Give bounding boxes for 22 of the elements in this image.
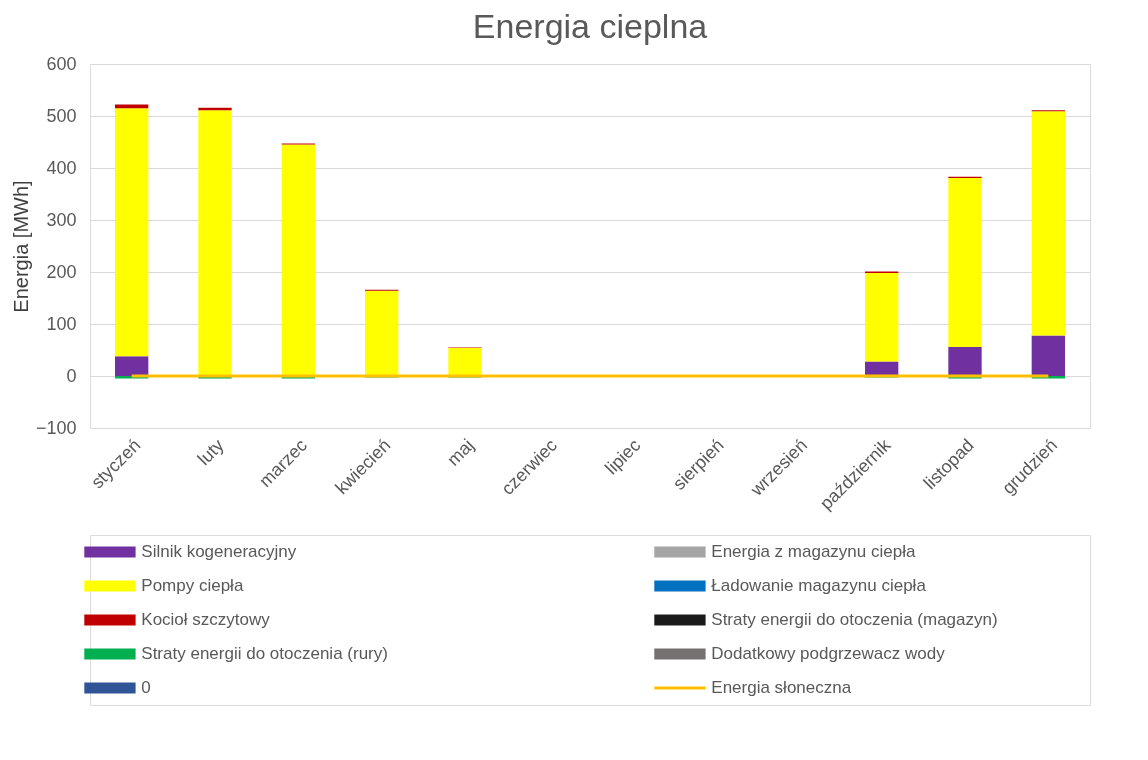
legend-label: Pompy ciepła (141, 576, 244, 595)
y-tick-label: 600 (46, 53, 77, 74)
legend-label: Straty energii do otoczenia (magazyn) (711, 610, 998, 629)
legend-label: Energia słoneczna (711, 678, 852, 697)
x-tick-label: luty (193, 435, 228, 470)
legend-label: Dodatkowy podgrzewacz wody (711, 644, 946, 663)
legend-label: Kocioł szczytowy (141, 610, 271, 629)
y-axis-title: Energia [MWh] (9, 180, 32, 313)
y-tick-label: 0 (66, 365, 77, 386)
x-tick-label: maj (443, 435, 478, 470)
legend-label: Ładowanie magazynu ciepła (711, 576, 927, 595)
y-tick-label: 500 (46, 105, 77, 126)
legend-label: Silnik kogeneracyjny (141, 542, 297, 561)
legend-label: 0 (141, 678, 151, 697)
y-tick-label: 200 (46, 261, 77, 282)
legend-label: Energia z magazynu ciepła (711, 542, 916, 561)
y-tick-label: −100 (35, 417, 77, 438)
y-tick-label: 300 (46, 209, 77, 230)
y-tick-label: 400 (46, 157, 77, 178)
y-tick-label: 100 (46, 313, 77, 334)
legend-label: Straty energii do otoczenia (rury) (141, 644, 388, 663)
chart-title: Energia cieplna (472, 7, 708, 45)
